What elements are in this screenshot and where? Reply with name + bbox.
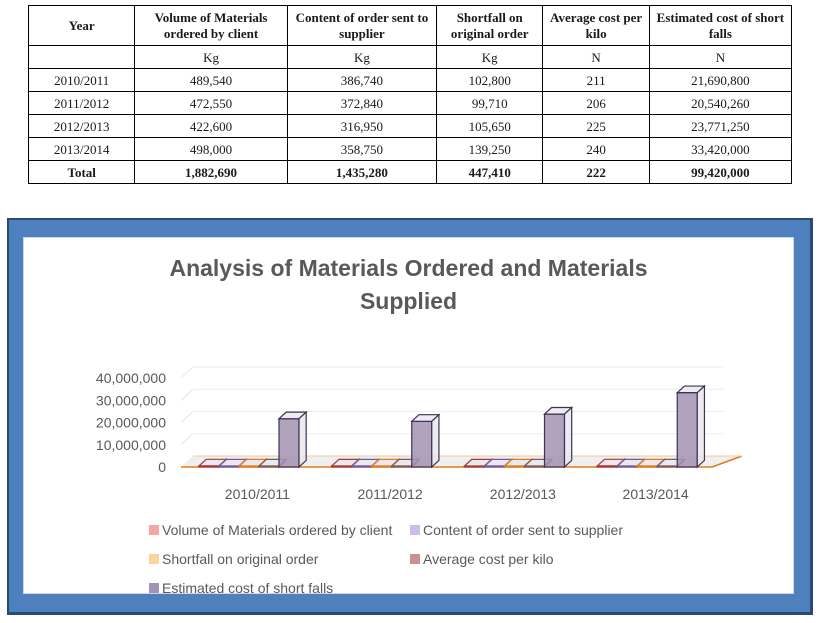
y-tick-label: 20,000,000	[96, 415, 166, 431]
table-units-row: Kg Kg Kg N N	[27, 45, 793, 69]
materials-table: Year Volume of Materials ordered by clie…	[27, 5, 793, 184]
unit-cell: Kg	[286, 45, 438, 69]
chart-title-line-1: Analysis of Materials Ordered and Materi…	[169, 255, 648, 281]
legend-item: Average cost per kilo	[410, 551, 553, 567]
total-volume: 1,882,690	[134, 160, 288, 184]
bar-4-0	[278, 418, 300, 468]
cell-content: 358,750	[286, 137, 438, 161]
bar-side-4-2	[563, 406, 573, 469]
cell-estimated: 23,771,250	[648, 114, 793, 138]
header-year: Year	[27, 5, 136, 46]
cell-volume: 472,550	[134, 91, 288, 115]
cell-shortfall: 99,710	[436, 91, 544, 115]
cell-estimated: 21,690,800	[648, 68, 793, 92]
y-tick-label: 10,000,000	[96, 437, 166, 453]
x-tick-label: 2012/2013	[490, 486, 556, 502]
total-label: Total	[27, 160, 136, 184]
legend-label: Average cost per kilo	[423, 551, 554, 567]
unit-cell: Kg	[436, 45, 544, 69]
x-tick-label: 2011/2012	[358, 486, 423, 502]
cell-average: 211	[542, 68, 650, 92]
bar-side-4-0	[298, 410, 307, 469]
header-volume-ordered: Volume of Materials ordered by client	[134, 5, 288, 46]
x-tick-label: 2013/2014	[623, 486, 689, 502]
cell-year: 2010/2011	[27, 68, 136, 92]
total-content: 1,435,280	[286, 160, 438, 184]
y-tick-label: 30,000,000	[96, 392, 166, 408]
table-row: 2011/2012 472,550 372,840 99,710 206 20,…	[27, 91, 793, 115]
cell-content: 372,840	[286, 91, 438, 115]
header-average-cost: Average cost per kilo	[542, 5, 650, 46]
cell-shortfall: 105,650	[436, 114, 544, 138]
bar-side-4-1	[431, 413, 440, 469]
legend-item: Shortfall on original order	[149, 551, 318, 567]
header-content-sent: Content of order sent to supplier	[286, 5, 438, 46]
cell-year: 2013/2014	[27, 137, 136, 161]
legend-label: Shortfall on original order	[162, 551, 319, 567]
x-tick-label: 2010/2011	[225, 486, 290, 502]
legend-label: Volume of Materials ordered by client	[162, 522, 393, 538]
cell-year: 2012/2013	[27, 114, 136, 138]
cell-volume: 489,540	[134, 68, 288, 92]
bar-4-2	[543, 413, 566, 468]
bar-4-1	[411, 420, 433, 468]
table-row: 2010/2011 489,540 386,740 102,800 211 21…	[27, 68, 793, 92]
legend-item: Estimated cost of short falls	[149, 580, 333, 596]
table-row: 2013/2014 498,000 358,750 139,250 240 33…	[27, 137, 793, 161]
cell-average: 206	[542, 91, 650, 115]
cell-estimated: 33,420,000	[648, 137, 793, 161]
cell-average: 240	[542, 137, 650, 161]
gridline-side	[180, 433, 194, 446]
chart-title-line-2: Supplied	[359, 288, 458, 314]
legend-item: Content of order sent to supplier	[410, 522, 623, 538]
table-total-row: Total 1,882,690 1,435,280 447,410 222 99…	[27, 160, 793, 184]
y-tick-label: 40,000,000	[96, 370, 166, 386]
cell-shortfall: 139,250	[436, 137, 544, 161]
cell-content: 386,740	[286, 68, 438, 92]
gridline-side	[180, 411, 194, 423]
gridline-side	[180, 388, 194, 401]
table-header-row: Year Volume of Materials ordered by clie…	[27, 5, 793, 46]
bar-side-4-3	[696, 384, 706, 469]
cell-volume: 498,000	[134, 137, 288, 161]
cell-estimated: 20,540,260	[648, 91, 793, 115]
legend-item: Volume of Materials ordered by client	[149, 522, 392, 538]
chart-plot: 0 10,000,000 20,000,000 30,000,000 40,000,00…	[96, 366, 743, 502]
total-average: 222	[542, 160, 650, 184]
legend-swatch-icon	[410, 554, 420, 564]
unit-cell: N	[648, 45, 793, 69]
legend-label: Estimated cost of short falls	[162, 580, 334, 596]
legend-swatch-icon	[149, 525, 159, 535]
legend-swatch-icon	[410, 525, 420, 535]
unit-cell	[27, 45, 136, 69]
chart-frame: Analysis of Materials Ordered and Materi…	[7, 218, 813, 615]
cell-year: 2011/2012	[27, 91, 136, 115]
table-row: 2012/2013 422,600 316,950 105,650 225 23…	[27, 114, 793, 138]
bar-4-3	[676, 392, 698, 468]
legend-swatch-icon	[149, 554, 159, 564]
cell-volume: 422,600	[134, 114, 288, 138]
cell-content: 316,950	[286, 114, 438, 138]
total-estimated: 99,420,000	[648, 160, 793, 184]
cell-shortfall: 102,800	[436, 68, 544, 92]
gridline-side	[180, 366, 194, 379]
floor-edge	[711, 455, 743, 468]
y-tick-label: 0	[158, 459, 166, 475]
chart-area: Analysis of Materials Ordered and Materi…	[23, 237, 794, 596]
legend-label: Content of order sent to supplier	[423, 522, 624, 538]
total-shortfall: 447,410	[436, 160, 544, 184]
chart-title: Analysis of Materials Ordered and Materi…	[24, 252, 793, 318]
cell-average: 225	[542, 114, 650, 138]
unit-cell: N	[542, 45, 650, 69]
unit-cell: Kg	[134, 45, 288, 69]
legend-swatch-icon	[149, 583, 159, 593]
header-estimated-cost: Estimated cost of short falls	[648, 5, 793, 46]
header-shortfall: Shortfall on original order	[436, 5, 544, 46]
